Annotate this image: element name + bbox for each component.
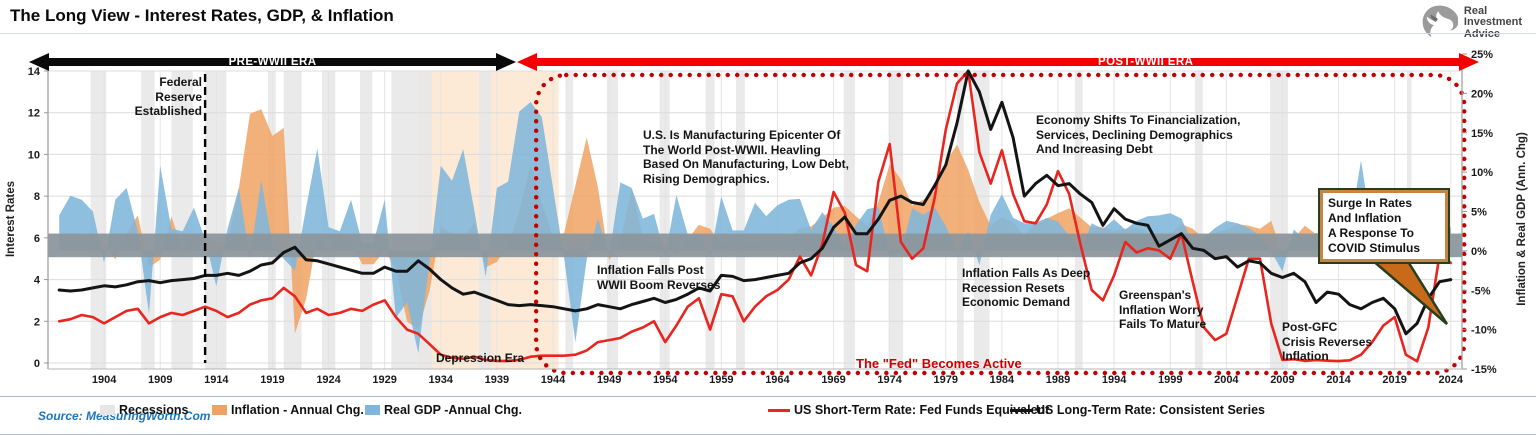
source-credit: Source: MeasuringWorth.Com: [38, 409, 211, 423]
annotation-economy-shifts: Economy Shifts To Financialization, Serv…: [1036, 113, 1241, 157]
svg-text:1984: 1984: [990, 374, 1015, 386]
svg-text:8: 8: [34, 191, 40, 203]
annotation-mfg-epicenter: U.S. Is Manufacturing Epicenter Of The W…: [643, 128, 850, 186]
chart-area: 0 2 4 6 8 10 12 14 -15% -10% -5% 0% 5% 10% 15% 20% 25% 19…: [0, 33, 1536, 397]
long-term-rate-swatch: [1010, 408, 1032, 412]
page-title: The Long View - Interest Rates, GDP, & I…: [10, 6, 394, 25]
svg-text:4: 4: [34, 275, 41, 287]
svg-text:1999: 1999: [1158, 374, 1182, 386]
svg-text:-15%: -15%: [1471, 364, 1497, 376]
svg-text:1959: 1959: [709, 374, 733, 386]
svg-text:1939: 1939: [485, 374, 509, 386]
annotation-inflation-falls-post-wwii: Inflation Falls Post WWII Boom Reverses: [597, 263, 721, 292]
svg-text:15%: 15%: [1471, 128, 1493, 140]
annotation-depression-era: Depression Era: [436, 351, 525, 365]
svg-text:1954: 1954: [653, 374, 678, 386]
legend-item-real-gdp: Real GDP -Annual Chg.: [365, 403, 522, 417]
svg-text:10%: 10%: [1471, 167, 1493, 179]
svg-text:1909: 1909: [148, 374, 172, 386]
recessions-swatch: [100, 405, 115, 415]
title-bar: The Long View - Interest Rates, GDP, & I…: [0, 0, 1536, 39]
legend-label-short-term-rate: US Short-Term Rate: Fed Funds Equivalent: [794, 403, 1050, 417]
svg-text:2009: 2009: [1270, 374, 1294, 386]
svg-text:2014: 2014: [1326, 374, 1351, 386]
annotation-post-gfc: Post-GFC Crisis Reverses Inflation: [1282, 320, 1373, 364]
svg-text:10: 10: [28, 149, 40, 161]
logo-line-1: Real: [1463, 4, 1488, 17]
svg-text:2019: 2019: [1382, 374, 1406, 386]
short-term-rate-swatch: [768, 408, 790, 412]
annotation-fed-established: Federal Reserve Established: [134, 75, 202, 119]
svg-text:20%: 20%: [1471, 88, 1493, 100]
svg-text:1944: 1944: [541, 374, 566, 386]
svg-text:-5%: -5%: [1471, 285, 1491, 297]
svg-text:1904: 1904: [92, 374, 117, 386]
legend-label-inflation: Inflation - Annual Chg.: [231, 403, 364, 417]
svg-text:0%: 0%: [1471, 246, 1487, 258]
svg-text:2024: 2024: [1439, 374, 1464, 386]
svg-text:1969: 1969: [821, 374, 845, 386]
svg-text:25%: 25%: [1471, 49, 1493, 61]
annotation-greenspan: Greenspan's Inflation Worry Fails To Mat…: [1119, 288, 1207, 332]
svg-text:2: 2: [34, 316, 40, 328]
svg-text:1924: 1924: [316, 374, 341, 386]
svg-text:-10%: -10%: [1471, 325, 1497, 337]
right-axis-title: Inflation & Real GDP (Ann. Chg): [1516, 132, 1528, 306]
covid-surge-callout: Surge In Rates And Inflation A Response …: [1318, 188, 1450, 264]
svg-text:14: 14: [28, 66, 41, 78]
logo-line-2: Investment: [1463, 16, 1522, 29]
svg-text:12: 12: [28, 108, 40, 120]
left-axis-title: Interest Rates: [5, 180, 17, 258]
legend-bar: Source: MeasuringWorth.Com Recessions In…: [0, 396, 1536, 435]
svg-text:1949: 1949: [597, 374, 621, 386]
svg-text:1929: 1929: [372, 374, 396, 386]
legend-item-short-term-rate: US Short-Term Rate: Fed Funds Equivalent: [768, 403, 1049, 417]
svg-text:1964: 1964: [765, 374, 790, 386]
combo-chart-plot: 0 2 4 6 8 10 12 14 -15% -10% -5% 0% 5% 10% 15% 20% 25% 19…: [28, 49, 1497, 386]
legend-label-recessions: Recessions: [119, 403, 189, 417]
legend-item-inflation: Inflation - Annual Chg.: [212, 403, 364, 417]
svg-text:1979: 1979: [934, 374, 958, 386]
svg-text:1919: 1919: [260, 374, 284, 386]
svg-text:6: 6: [34, 233, 40, 245]
post-wwii-era-label: POST-WWII ERA: [1098, 56, 1194, 68]
svg-text:0: 0: [34, 358, 40, 370]
svg-text:2004: 2004: [1214, 374, 1239, 386]
pre-wwii-era-label: PRE-WWII ERA: [228, 56, 317, 68]
legend-label-long-term-rate: US Long-Term Rate: Consistent Series: [1036, 403, 1265, 417]
legend-label-real-gdp: Real GDP -Annual Chg.: [384, 403, 522, 417]
inflation-swatch: [212, 405, 227, 415]
svg-text:1974: 1974: [877, 374, 902, 386]
annotation-inflation-deep-recession: Inflation Falls As Deep Recession Resets…: [962, 266, 1091, 310]
svg-text:1994: 1994: [1102, 374, 1127, 386]
svg-text:1914: 1914: [204, 374, 229, 386]
svg-text:5%: 5%: [1471, 207, 1487, 219]
svg-text:1989: 1989: [1046, 374, 1070, 386]
svg-text:1934: 1934: [429, 374, 454, 386]
legend-item-long-term-rate: US Long-Term Rate: Consistent Series: [1010, 403, 1265, 417]
real-gdp-swatch: [365, 405, 380, 415]
annotation-fed-becomes-active: The "Fed" Becomes Active: [856, 356, 1022, 371]
eagle-logo-icon: [1422, 5, 1458, 38]
legend-item-recessions: Recessions: [100, 403, 188, 417]
